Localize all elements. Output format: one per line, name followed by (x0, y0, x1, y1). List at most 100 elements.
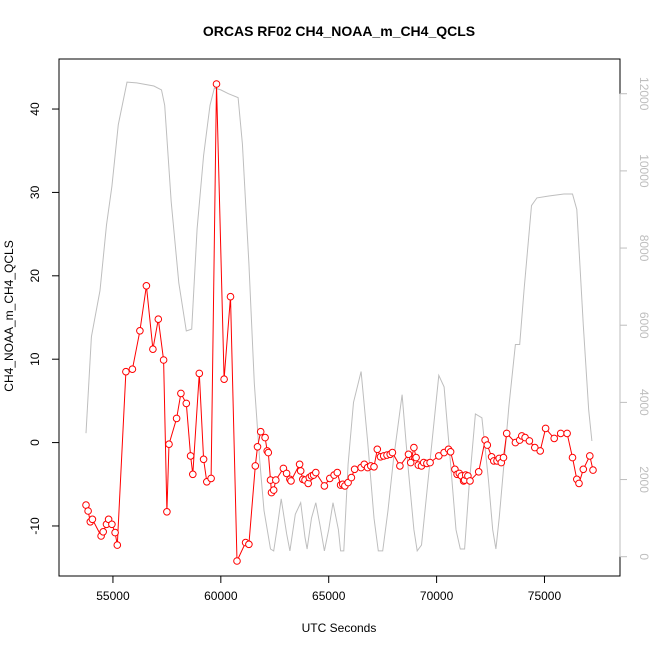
data-point (195, 369, 204, 378)
data-point (99, 528, 107, 536)
y2-tick-label: 4000 (637, 389, 650, 416)
data-point (111, 528, 119, 537)
data-point (282, 469, 291, 478)
data-point (396, 462, 404, 470)
data-point (172, 414, 181, 423)
data-point (272, 476, 280, 484)
y2-tick-label: 12000 (637, 77, 650, 111)
data-point (186, 452, 195, 460)
data-point (373, 445, 382, 454)
data-point (88, 515, 97, 524)
data-point (410, 443, 418, 452)
data-point (531, 443, 539, 452)
data-point (256, 427, 265, 436)
x-tick-label: 70000 (420, 589, 454, 603)
data-point (287, 477, 295, 485)
data-point (226, 292, 235, 301)
data-point (550, 434, 559, 443)
data-point (199, 455, 208, 464)
secondary-y-axis: 0 2000 4000 6000 8000 10000 12000 (619, 77, 650, 560)
data-point (154, 315, 163, 324)
data-point (370, 463, 378, 471)
x-tick-label: 55000 (96, 589, 130, 603)
data-point (320, 482, 329, 490)
data-point (556, 429, 565, 438)
y2-tick-label: 6000 (637, 312, 650, 339)
y-axis: -10 0 10 20 30 40 (28, 102, 60, 535)
data-point (333, 468, 342, 477)
data-point (435, 452, 443, 460)
data-point (261, 433, 269, 442)
data-point (474, 468, 483, 476)
data-point (404, 450, 413, 459)
data-point (108, 520, 116, 529)
data-point (426, 458, 434, 467)
y2-tick-label: 10000 (637, 154, 650, 188)
data-point (350, 465, 359, 474)
data-point (113, 541, 122, 549)
chart-title: ORCAS RF02 CH4_NOAA_m_CH4_QCLS (203, 23, 475, 39)
data-point (483, 441, 492, 449)
data-point (586, 452, 594, 460)
data-point (312, 468, 320, 477)
data-point (220, 375, 228, 384)
data-point (536, 447, 545, 455)
ch4-series (82, 80, 597, 565)
data-point (128, 365, 137, 374)
x-axis: 55000 60000 65000 70000 75000 (96, 575, 562, 603)
x-tick-label: 75000 (528, 589, 562, 603)
data-point (296, 467, 305, 475)
data-point (177, 389, 185, 398)
data-point (525, 437, 534, 445)
y-tick-label: 0 (28, 439, 42, 446)
data-point (502, 429, 511, 438)
data-point (347, 473, 356, 482)
data-point (388, 448, 397, 457)
data-point (212, 80, 221, 88)
y2-tick-label: 8000 (637, 235, 650, 262)
y-axis-label: CH4_NOAA_m_CH4_QCLS (2, 240, 16, 391)
data-point (163, 508, 171, 516)
data-point (269, 486, 278, 494)
y-tick-label: 20 (28, 269, 42, 283)
data-point (412, 453, 420, 462)
x-tick-label: 60000 (204, 589, 238, 603)
altitude-series (85, 81, 593, 553)
data-point (122, 367, 130, 376)
data-point (245, 540, 253, 549)
y-tick-label: 30 (28, 185, 42, 199)
ch4-line (85, 83, 594, 562)
data-point (251, 462, 260, 470)
y-tick-label: -10 (28, 517, 42, 535)
data-point (579, 465, 588, 474)
data-point (575, 479, 583, 488)
plot-frame (58, 58, 621, 577)
y2-tick-label: 2000 (637, 466, 650, 493)
x-tick-label: 65000 (312, 589, 346, 603)
data-point (182, 399, 191, 408)
data-point (253, 443, 262, 451)
altitude-line (85, 81, 593, 553)
data-point (165, 440, 173, 449)
data-point (446, 448, 455, 456)
data-point (589, 466, 597, 474)
data-point (499, 453, 508, 462)
y2-tick-label: 0 (637, 553, 650, 560)
data-point (149, 345, 157, 354)
data-point (563, 429, 571, 438)
data-point (466, 477, 474, 485)
data-point (207, 474, 215, 483)
data-point (295, 460, 304, 469)
y-tick-label: 40 (28, 102, 42, 116)
data-point (159, 356, 168, 364)
data-point (568, 453, 577, 462)
x-axis-label: UTC Seconds (302, 621, 377, 635)
data-point (189, 470, 197, 479)
data-point (541, 424, 550, 433)
y-tick-label: 10 (28, 352, 42, 366)
data-point (84, 507, 92, 515)
data-point (406, 458, 415, 467)
data-point (142, 282, 151, 290)
data-point (264, 448, 273, 457)
